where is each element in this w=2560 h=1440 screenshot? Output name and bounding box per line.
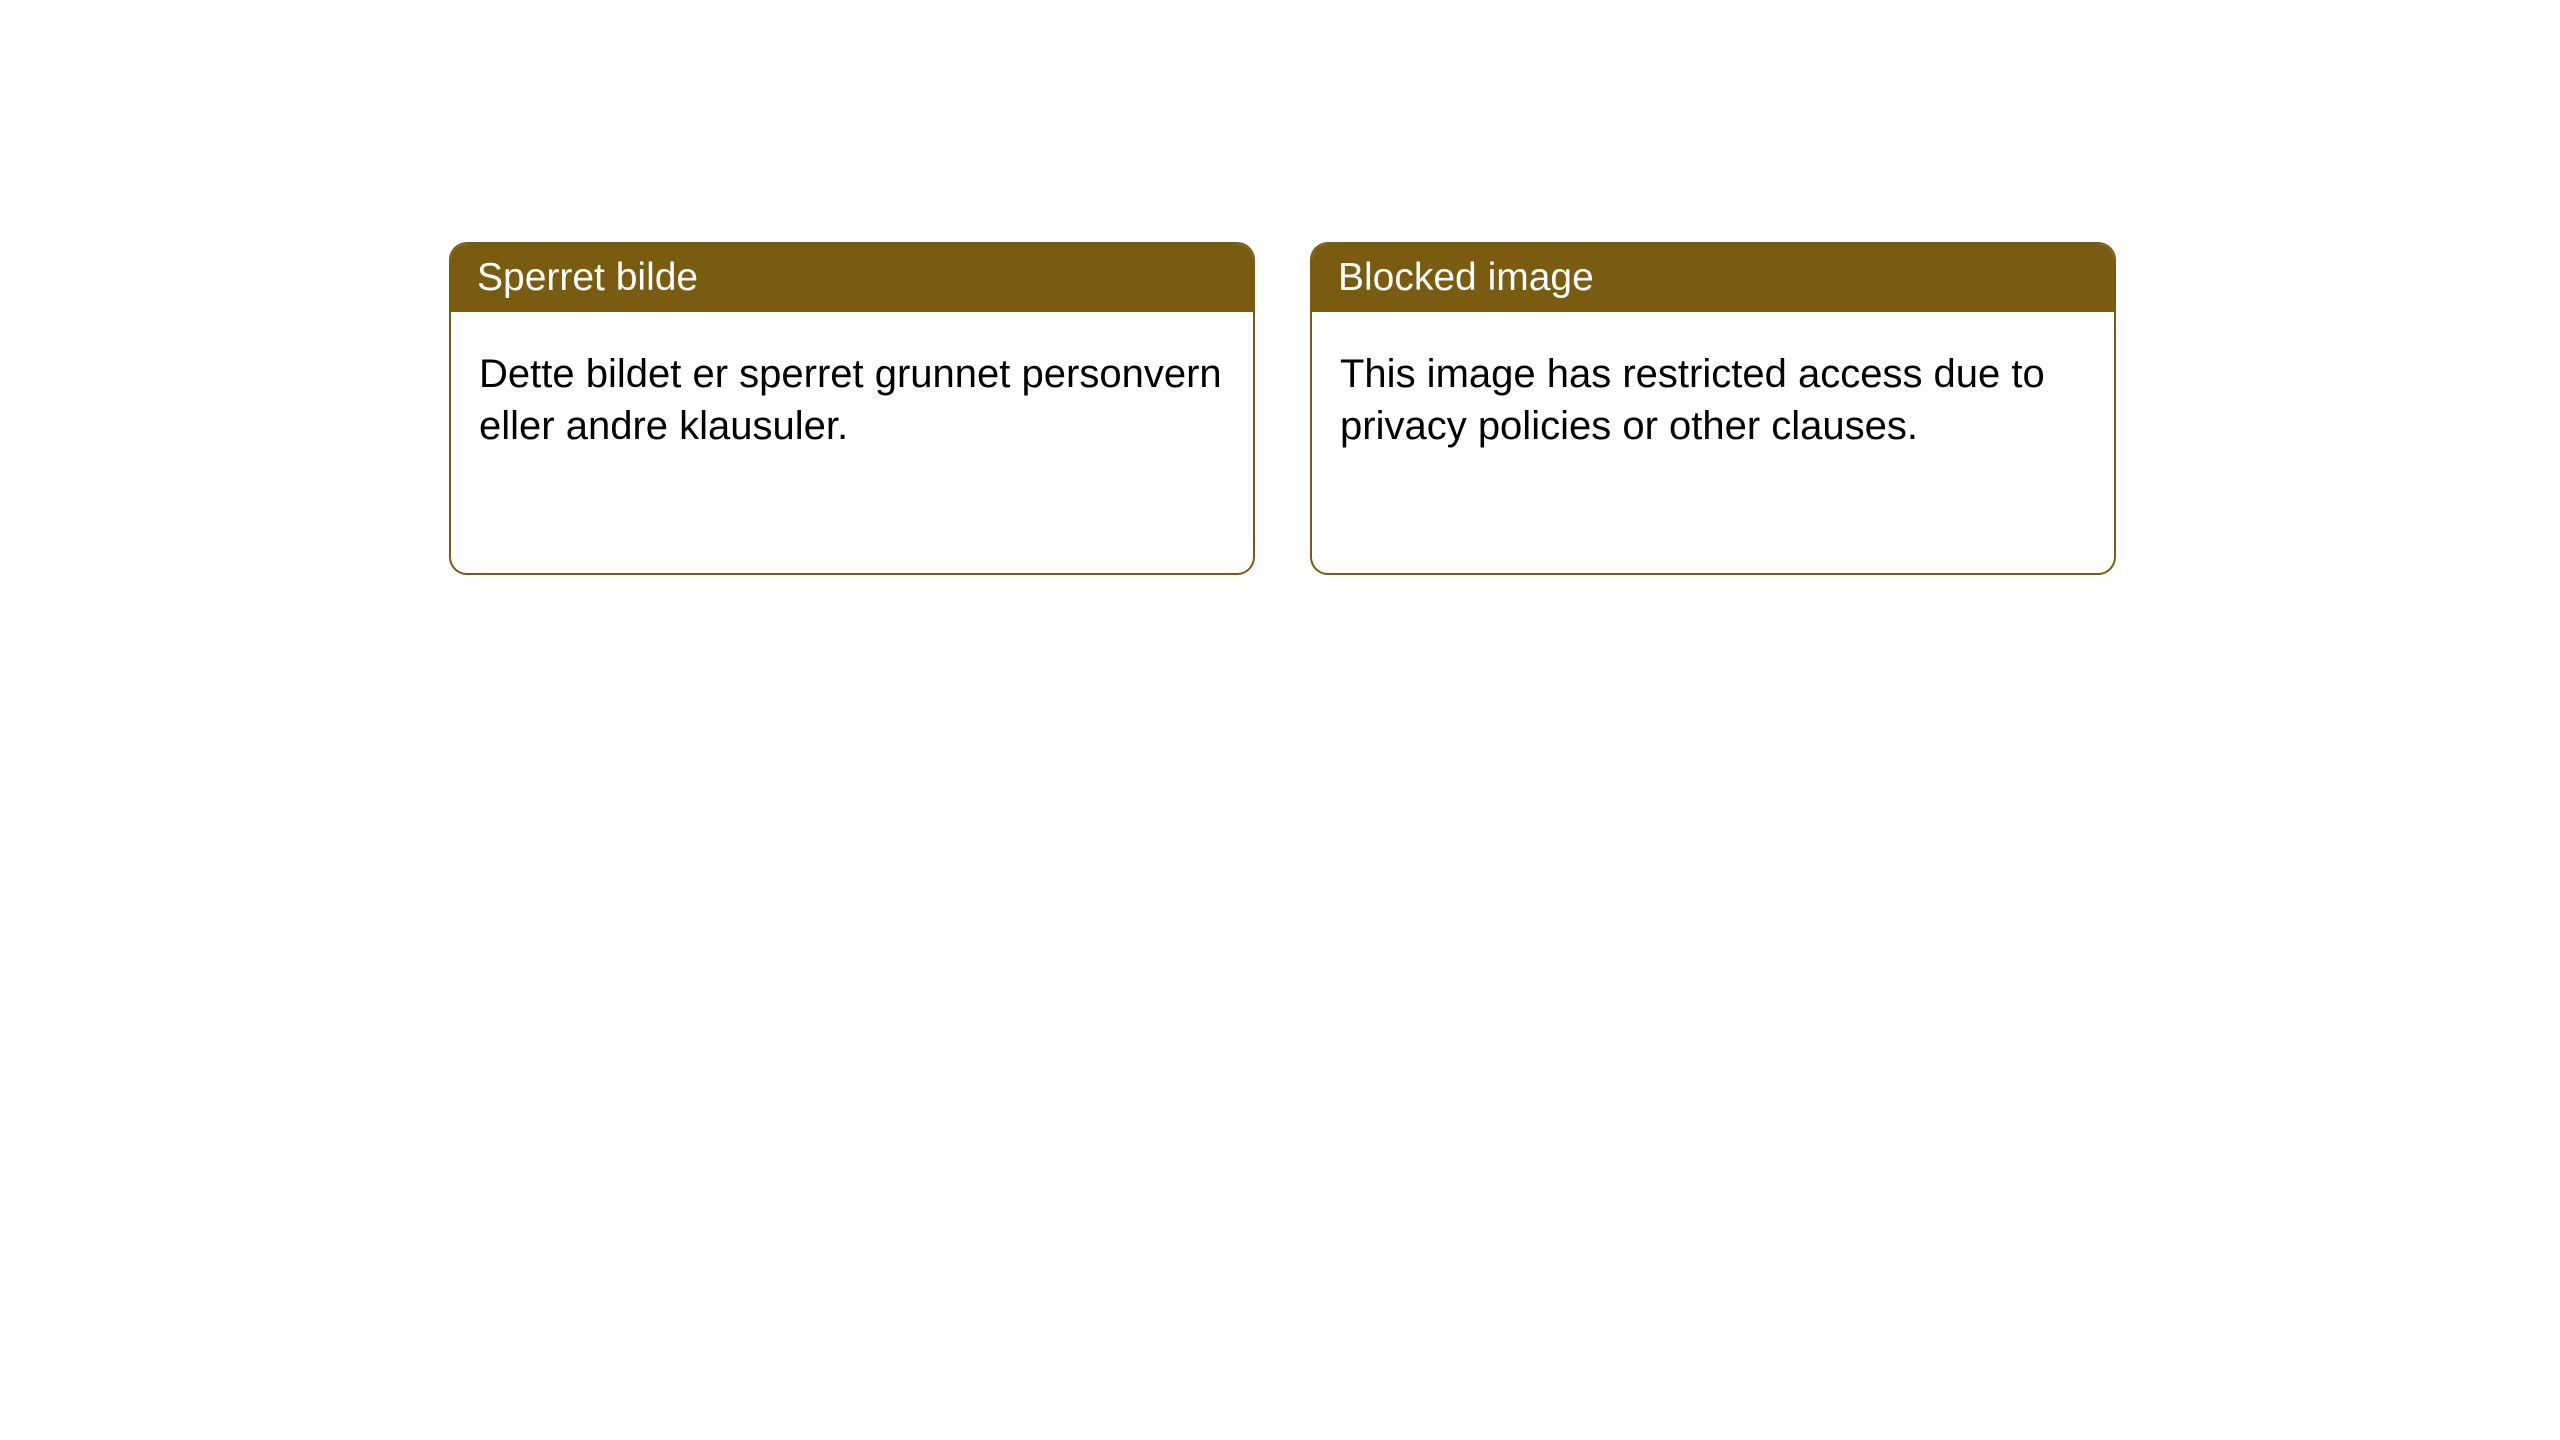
blocked-image-card-norwegian: Sperret bilde Dette bildet er sperret gr… bbox=[449, 242, 1255, 575]
card-header: Blocked image bbox=[1312, 244, 2114, 312]
info-cards-container: Sperret bilde Dette bildet er sperret gr… bbox=[449, 242, 2116, 575]
blocked-image-card-english: Blocked image This image has restricted … bbox=[1310, 242, 2116, 575]
card-header: Sperret bilde bbox=[451, 244, 1253, 312]
card-body-text: Dette bildet er sperret grunnet personve… bbox=[451, 312, 1253, 488]
card-body-text: This image has restricted access due to … bbox=[1312, 312, 2114, 488]
